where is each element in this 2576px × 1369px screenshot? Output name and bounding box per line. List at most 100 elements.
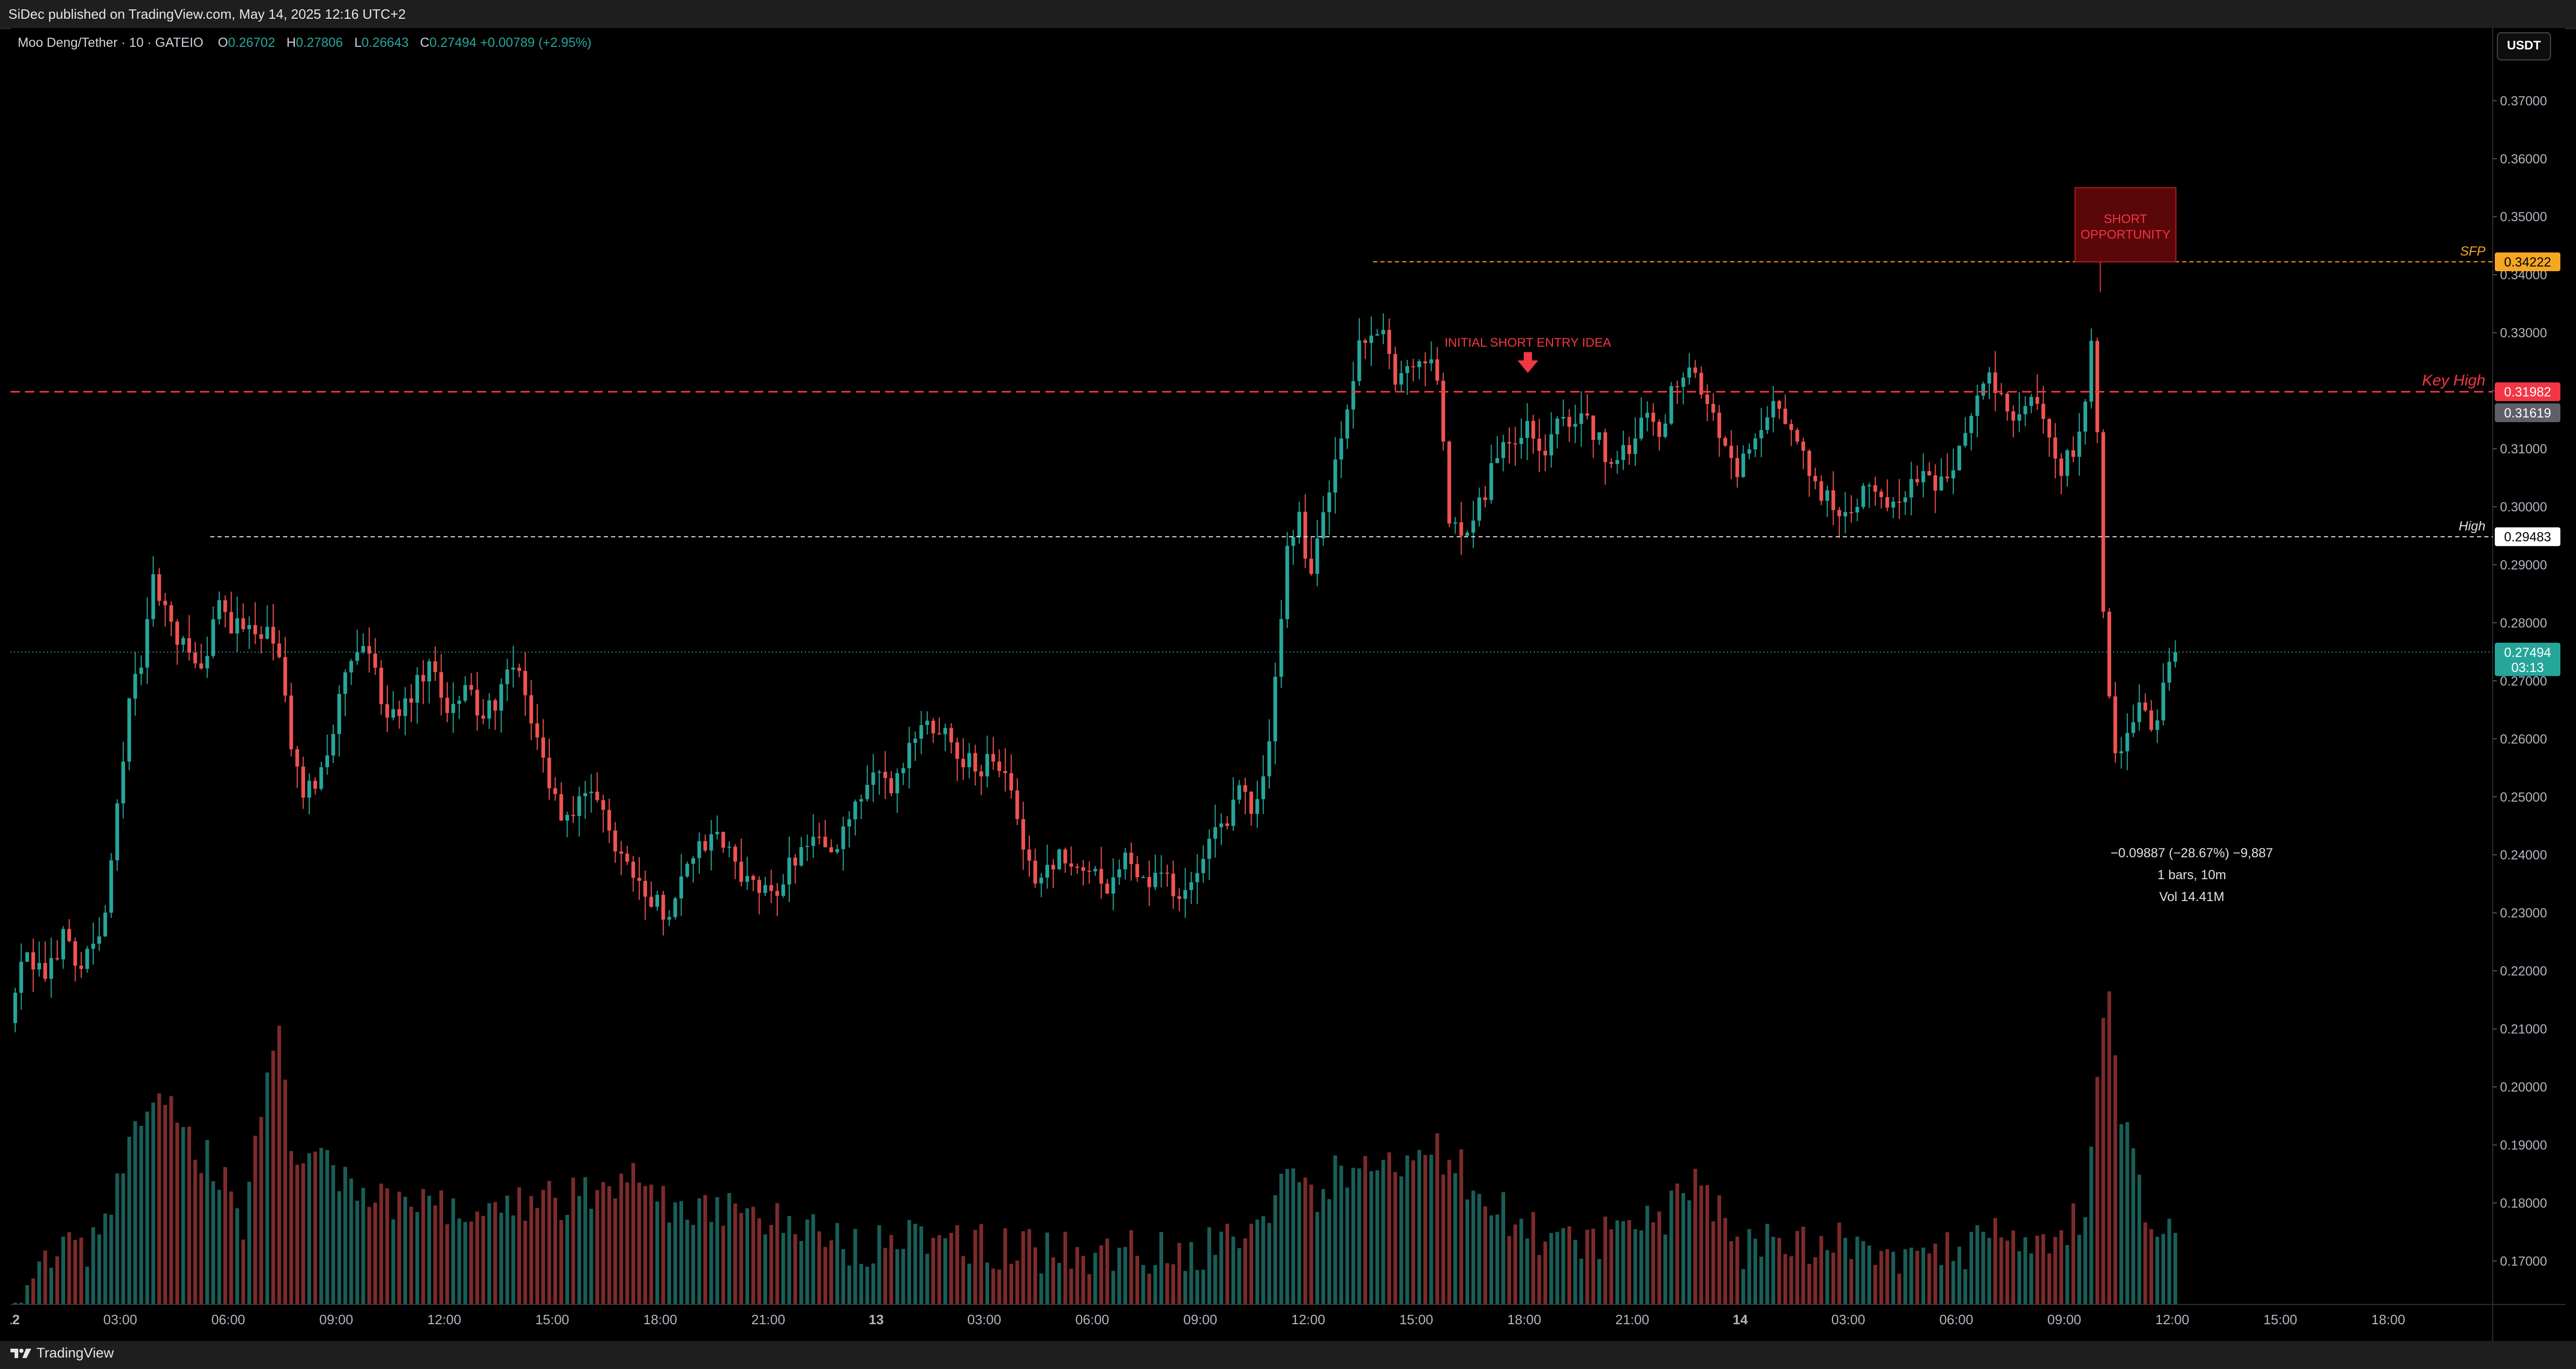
price-badge-text-high: 0.29483 (2504, 530, 2551, 544)
candle-body (1285, 546, 1290, 619)
candle-body (685, 864, 689, 877)
y-tick-label: 0.28000 (2500, 616, 2547, 630)
candle-body (421, 675, 425, 682)
candle-body (859, 799, 863, 802)
volume-bar (1219, 1232, 1223, 1304)
chart-area[interactable]: 0.17000 0.18000 0.19000 0.20000 0.21000 0.220… (10, 28, 2566, 1341)
candle-body (1999, 393, 2003, 395)
volume-bar (1459, 1149, 1463, 1304)
y-tick-label: 0.23000 (2500, 906, 2547, 921)
candle-body (1453, 522, 1457, 524)
volume-bar (19, 1302, 23, 1304)
candle-body (1129, 853, 1133, 865)
candle-body (2149, 710, 2153, 730)
candle-body (1891, 501, 1896, 508)
volume-bar (1573, 1239, 1577, 1304)
chart-canvas[interactable]: 0.17000 0.18000 0.19000 0.20000 0.21000 0.220… (10, 28, 2566, 1341)
volume-bar (1273, 1195, 1278, 1304)
candle-body (1615, 460, 1620, 464)
volume-bar (1249, 1223, 1253, 1304)
candle-body (445, 698, 449, 713)
volume-bar (1297, 1182, 1302, 1304)
volume-bar (1975, 1225, 1979, 1304)
volume-bar (1243, 1238, 1247, 1304)
candle-body (505, 669, 509, 684)
volume-bar (1237, 1248, 1241, 1304)
volume-bar (1063, 1232, 1067, 1304)
candle-body (763, 885, 767, 893)
volume-bar (205, 1140, 209, 1304)
candle-body (1111, 877, 1115, 894)
volume-bar (151, 1102, 155, 1304)
candle-body (385, 704, 389, 718)
volume-bar (1777, 1238, 1782, 1304)
candle-body (1591, 415, 1595, 440)
candle-body (1495, 458, 1499, 463)
volume-bar (2149, 1229, 2153, 1304)
candle-body (439, 672, 444, 698)
candle-body (835, 849, 839, 853)
volume-bar (1795, 1231, 1799, 1304)
candle-body (1351, 381, 1355, 410)
price-badge-high (2495, 527, 2560, 547)
volume-bar (811, 1214, 815, 1304)
candle-body (109, 860, 113, 913)
candle-body (1387, 329, 1392, 354)
y-tick-label: 0.20000 (2500, 1080, 2547, 1095)
candle-body (901, 768, 905, 774)
candle-body (1537, 438, 1542, 451)
volume-bar (1699, 1185, 1703, 1304)
candle-body (2065, 450, 2069, 476)
candle-body (943, 728, 948, 734)
volume-bar (1741, 1269, 1746, 1304)
volume-bar (625, 1182, 629, 1304)
volume-bar (1807, 1264, 1811, 1304)
volume-bar (1615, 1220, 1620, 1304)
volume-bar (1465, 1199, 1469, 1304)
volume-bar (2143, 1222, 2148, 1304)
candle-body (1597, 432, 1601, 440)
volume-bar (1213, 1254, 1217, 1304)
candle-body (1321, 512, 1325, 539)
volume-bar (1231, 1236, 1235, 1304)
tradingview-logo[interactable]: TradingView (10, 1345, 114, 1361)
volume-bar (1123, 1247, 1127, 1304)
publisher-bar: SiDec published on TradingView.com, May … (0, 0, 2576, 29)
candle-body (847, 819, 851, 827)
volume-bar (1081, 1256, 1085, 1304)
candle-body (745, 876, 749, 882)
volume-bar (1993, 1218, 1998, 1304)
currency-button[interactable]: USDT (2497, 32, 2551, 60)
volume-bar (469, 1221, 473, 1304)
volume-bar (1939, 1265, 1943, 1304)
volume-bar (343, 1167, 347, 1304)
candle-body (541, 737, 546, 758)
candle-body (1141, 877, 1145, 878)
candle-body (937, 733, 941, 734)
volume-bar (907, 1220, 912, 1304)
volume-bar (2125, 1122, 2129, 1304)
volume-bar (559, 1220, 563, 1304)
candle-body (2167, 662, 2171, 683)
volume-bar (313, 1151, 318, 1304)
candle-body (1855, 506, 1860, 513)
volume-bar (1951, 1261, 1955, 1304)
volume-bar (613, 1198, 617, 1304)
candle-body (1675, 386, 1680, 387)
volume-bar (247, 1182, 251, 1304)
y-tick-label: 0.17000 (2500, 1254, 2547, 1269)
footer-bar: TradingView (0, 1341, 2576, 1369)
volume-bar (2005, 1240, 2010, 1304)
candle-body (871, 772, 875, 785)
volume-bar (691, 1225, 696, 1304)
volume-bar (1453, 1173, 1457, 1304)
volume-bar (913, 1223, 917, 1304)
volume-bar (1507, 1236, 1511, 1304)
candle-body (295, 749, 299, 767)
candle-body (277, 643, 281, 657)
candle-body (289, 695, 293, 750)
candle-body (253, 625, 257, 635)
candle-body (25, 952, 29, 962)
candle-body (853, 801, 857, 820)
candle-body (1519, 438, 1523, 444)
